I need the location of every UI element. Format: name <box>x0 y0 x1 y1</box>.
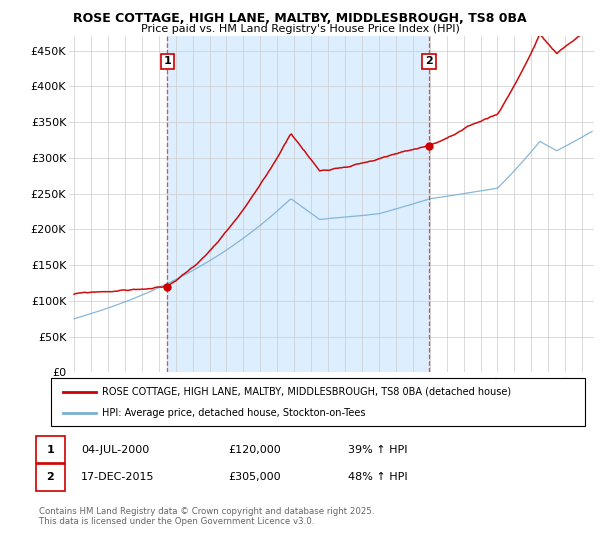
Text: 39% ↑ HPI: 39% ↑ HPI <box>348 445 407 455</box>
Text: 1: 1 <box>163 57 171 67</box>
Text: 2: 2 <box>47 472 54 482</box>
Text: £305,000: £305,000 <box>228 472 281 482</box>
Text: Contains HM Land Registry data © Crown copyright and database right 2025.
This d: Contains HM Land Registry data © Crown c… <box>39 507 374 526</box>
Text: ROSE COTTAGE, HIGH LANE, MALTBY, MIDDLESBROUGH, TS8 0BA (detached house): ROSE COTTAGE, HIGH LANE, MALTBY, MIDDLES… <box>102 387 511 397</box>
Text: 17-DEC-2015: 17-DEC-2015 <box>81 472 155 482</box>
Text: 2: 2 <box>425 57 433 67</box>
Text: 1: 1 <box>47 445 54 455</box>
Text: 48% ↑ HPI: 48% ↑ HPI <box>348 472 407 482</box>
Text: HPI: Average price, detached house, Stockton-on-Tees: HPI: Average price, detached house, Stoc… <box>102 408 365 418</box>
Text: 04-JUL-2000: 04-JUL-2000 <box>81 445 149 455</box>
Text: ROSE COTTAGE, HIGH LANE, MALTBY, MIDDLESBROUGH, TS8 0BA: ROSE COTTAGE, HIGH LANE, MALTBY, MIDDLES… <box>73 12 527 25</box>
Bar <box>167 36 429 372</box>
Text: £120,000: £120,000 <box>228 445 281 455</box>
Text: Price paid vs. HM Land Registry's House Price Index (HPI): Price paid vs. HM Land Registry's House … <box>140 24 460 34</box>
